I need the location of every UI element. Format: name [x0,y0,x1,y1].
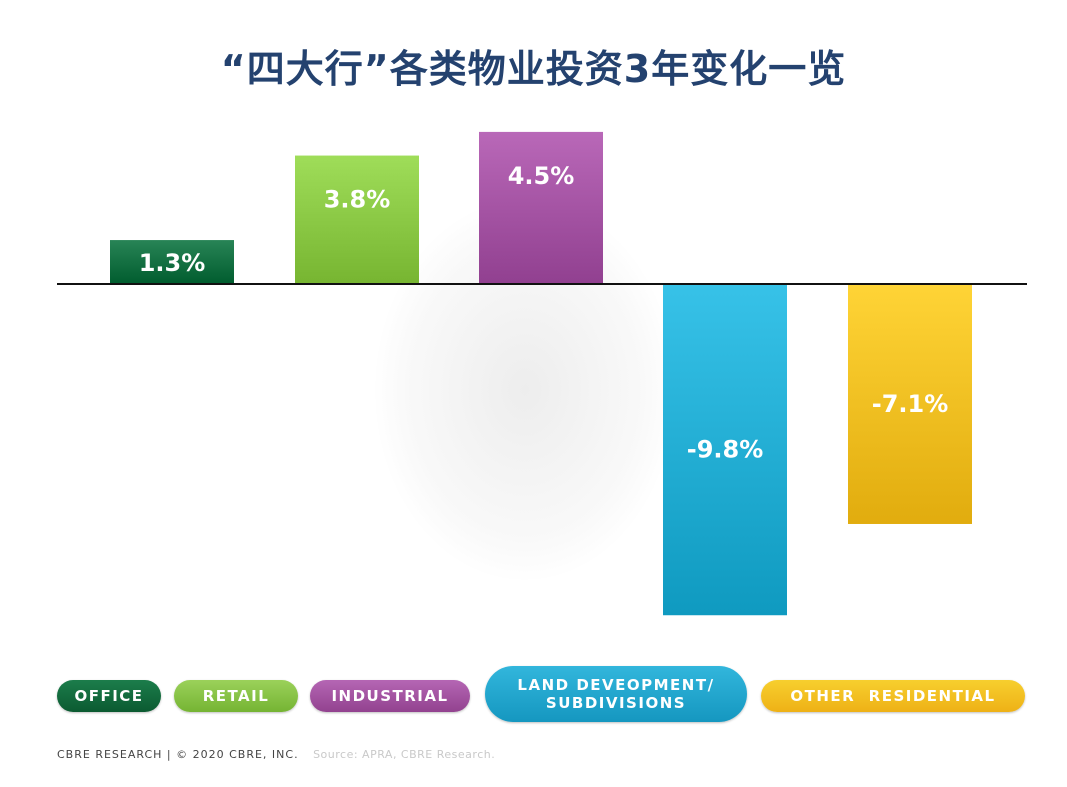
bar-4 [848,284,972,524]
bar-labels-group: 1.3% 3.8% 4.5% -9.8% -7.1% [139,162,949,464]
legend-industrial-pill: INDUSTRIAL [310,680,470,712]
legend-retail-label: RETAIL [202,687,270,705]
bar-chart: 1.3% 3.8% 4.5% -9.8% -7.1% [57,131,1027,616]
legend-office-pill: OFFICE [57,680,161,712]
bar-2 [479,131,603,284]
legend-land-label-line2: SUBDIVISIONS [545,694,687,712]
legend-land-development-pill: LAND DEVEOPMENT/ SUBDIVISIONS [485,666,747,722]
bar-3 [663,284,787,616]
footer: CBRE RESEARCH | © 2020 CBRE, INC. Source… [57,748,495,761]
legend-land-label-line1: LAND DEVEOPMENT/ [517,676,715,694]
legend-industrial-label: INDUSTRIAL [331,687,449,705]
bar-value-label-4: -7.1% [872,390,949,418]
bar-value-label-3: -9.8% [687,436,764,464]
legend-other-residential-label: OTHER RESIDENTIAL [790,687,996,705]
bar-value-label-0: 1.3% [139,249,206,277]
bar-value-label-1: 3.8% [324,186,391,214]
bar-1 [295,155,419,284]
chart-title: “四大行”各类物业投资3年变化一览 [220,47,847,91]
footer-source: Source: APRA, CBRE Research. [313,748,496,761]
bar-0 [110,240,234,284]
footer-copyright: CBRE RESEARCH | © 2020 CBRE, INC. [57,748,299,761]
bars-group [110,131,972,616]
bar-value-label-2: 4.5% [508,162,575,190]
legend-retail-pill: RETAIL [174,680,298,712]
legend-other-residential-pill: OTHER RESIDENTIAL [761,680,1025,712]
legend-office-label: OFFICE [74,687,144,705]
